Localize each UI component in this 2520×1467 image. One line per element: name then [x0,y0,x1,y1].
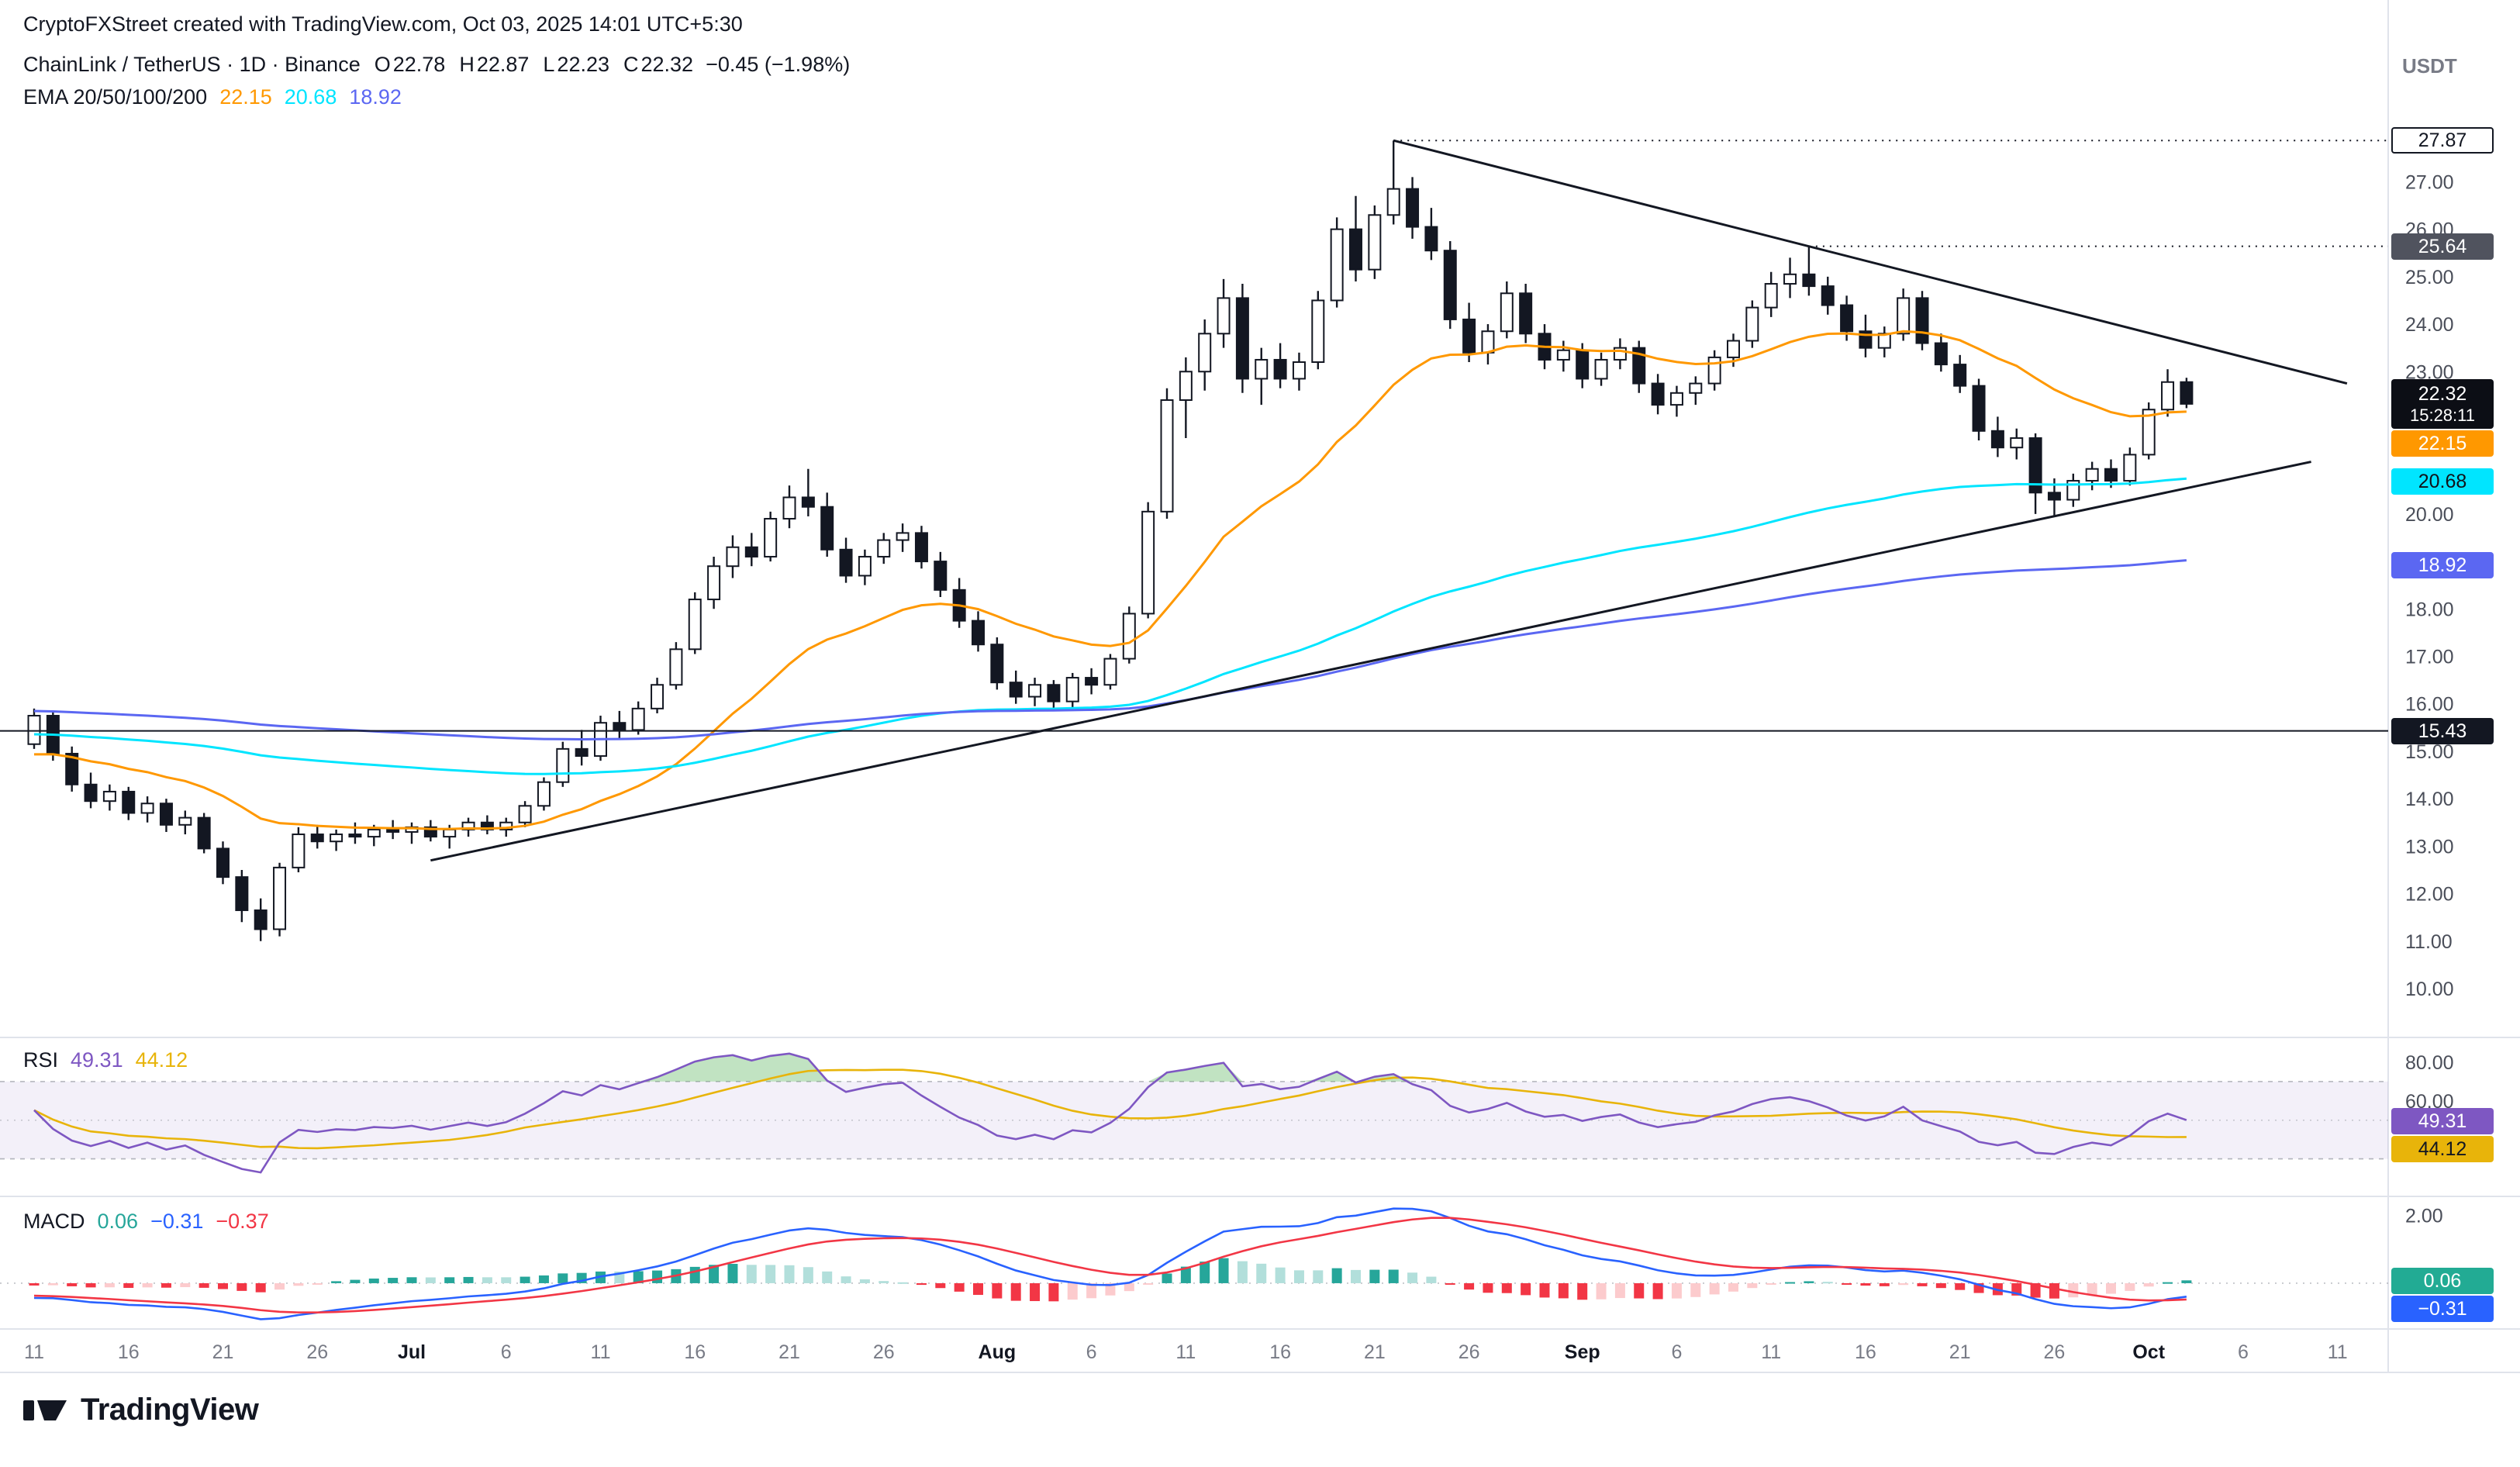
ema-legend[interactable]: EMA 20/50/100/200 22.15 20.68 18.92 [23,85,402,109]
price-tick-label: 12.00 [2405,884,2454,906]
tradingview-brand-text: TradingView [81,1393,259,1427]
price-tick-label: 14.00 [2405,789,2454,810]
open-value: 22.78 [392,53,446,76]
time-axis-label-26: 26 [873,1341,895,1363]
ema-20-line[interactable] [33,330,2187,830]
low-label: L [543,53,555,76]
ema20-value: 22.15 [219,85,272,109]
time-axis-label-21: 21 [1364,1341,1386,1363]
time-axis-label-Oct: Oct [2132,1341,2165,1363]
trendline-2[interactable] [430,461,2311,862]
time-axis-label-6: 6 [1671,1341,1682,1363]
macd-legend-label: MACD [23,1210,85,1233]
symbol-title[interactable]: ChainLink / TetherUS · 1D · Binance [23,53,361,76]
tradingview-link[interactable]: TradingView [23,1393,259,1427]
macd-legend[interactable]: MACD 0.06 −0.31 −0.37 [23,1210,269,1234]
time-axis-label-26: 26 [306,1341,328,1363]
high-value: 22.87 [476,53,530,76]
symbol-legend[interactable]: ChainLink / TetherUS · 1D · Binance O 22.… [23,53,850,77]
price-tick-label: 15.00 [2405,741,2454,763]
macd-hist-value: 0.06 [97,1210,139,1233]
rsi-line[interactable] [33,1052,2187,1174]
price-tick-label: 20.00 [2405,504,2454,526]
time-axis-label-11: 11 [1761,1341,1781,1363]
time-scale[interactable] [0,1329,2388,1372]
price-tick-label: 11.00 [2405,931,2453,953]
macd-tick-label: 2.00 [2405,1205,2443,1227]
candlestick-series [27,140,2194,941]
price-tick-label: 27.00 [2405,171,2454,193]
macd-signal-value: −0.37 [216,1210,269,1233]
time-axis-label-26: 26 [1458,1341,1480,1363]
time-axis-label-21: 21 [1949,1341,1971,1363]
time-axis-label-6: 6 [501,1341,512,1363]
attribution-text: CryptoFXStreet created with TradingView.… [23,12,743,36]
ema200-value: 18.92 [349,85,402,109]
time-axis-label-11: 11 [1175,1341,1196,1363]
time-axis-label-21: 21 [212,1341,234,1363]
open-label: O [374,53,391,76]
trendline-1[interactable] [1393,139,2348,385]
time-axis-label-21: 21 [778,1341,800,1363]
macd-histogram [29,1258,2192,1302]
time-axis-label-6: 6 [1086,1341,1097,1363]
rsi-tick-label: 80.00 [2405,1052,2454,1074]
ema-100-line[interactable] [33,477,2187,775]
time-axis-label-11: 11 [2328,1341,2348,1363]
macd-signal-line[interactable] [33,1217,2187,1313]
time-axis-label-Jul: Jul [398,1341,426,1363]
rsi-legend-label: RSI [23,1048,59,1072]
low-value: 22.23 [557,53,609,76]
price-tick-label: 17.00 [2405,647,2454,668]
ema100-value: 20.68 [284,85,337,109]
price-tick-label: 10.00 [2405,979,2454,1000]
change-value: −0.45 (−1.98%) [706,53,851,76]
time-axis-label-11: 11 [24,1341,44,1363]
time-axis-label-6: 6 [2238,1341,2249,1363]
time-axis-label-16: 16 [1269,1341,1291,1363]
rsi-value: 49.31 [71,1048,123,1072]
footer: TradingView [23,1393,259,1427]
time-axis-label-16: 16 [684,1341,706,1363]
price-tick-label: 18.00 [2405,599,2454,620]
macd-line-value: −0.31 [150,1210,204,1233]
price-tick-label: 24.00 [2405,314,2454,336]
quote-currency-toggle[interactable]: USDT [2402,54,2457,78]
ema-200-line[interactable] [33,559,2187,740]
time-axis-label-16: 16 [1855,1341,1876,1363]
price-tick-label: 16.00 [2405,694,2454,716]
price-scale[interactable] [2388,0,2520,1372]
macd-line[interactable] [33,1207,2187,1320]
tradingview-logo [23,1400,67,1420]
price-tick-label: 13.00 [2405,836,2454,858]
rsi-ma-value: 44.12 [135,1048,188,1072]
time-axis-label-Sep: Sep [1565,1341,1600,1363]
time-axis-label-16: 16 [118,1341,140,1363]
rsi-legend[interactable]: RSI 49.31 44.12 [23,1048,188,1072]
close-value: 22.32 [640,53,694,76]
rsi-overbought-fill [0,1053,2187,1082]
high-label: H [459,53,475,76]
close-label: C [623,53,639,76]
time-axis-label-26: 26 [2044,1341,2066,1363]
rsi-ma-line[interactable] [33,1068,2187,1150]
time-axis-label-11: 11 [591,1341,611,1363]
ema-legend-label: EMA 20/50/100/200 [23,85,208,109]
price-tick-label: 25.00 [2405,267,2454,288]
time-axis-label-Aug: Aug [979,1341,1017,1363]
